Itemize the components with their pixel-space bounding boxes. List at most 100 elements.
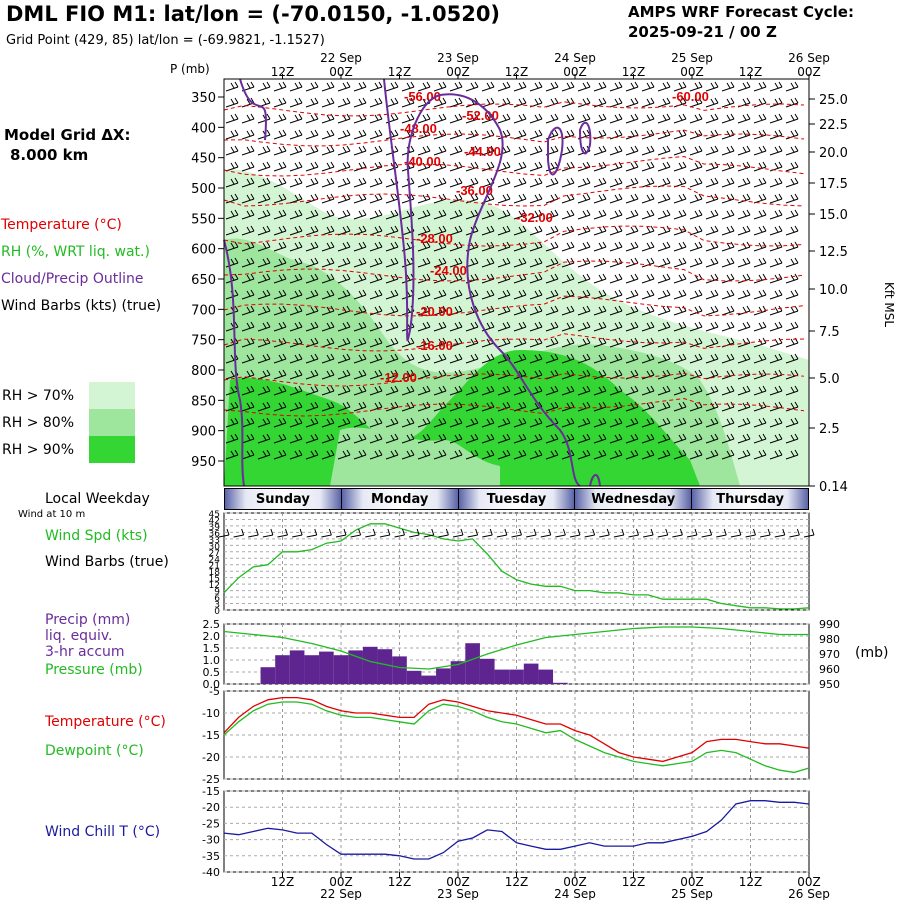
precip-bar: [479, 658, 495, 684]
surface-wind-barb: [365, 528, 376, 538]
wind-barb: [625, 113, 639, 124]
wind-barb: [625, 145, 639, 156]
wind-barb: [625, 321, 639, 332]
height-tick-label: 25.0: [819, 93, 848, 108]
wind-barb: [625, 385, 639, 396]
wind-barb: [385, 241, 399, 252]
wind-speed-tick-label: 12: [209, 581, 220, 591]
wind-barb: [689, 97, 703, 108]
wind-barb: [545, 353, 559, 364]
precip-bar: [275, 655, 290, 684]
wind-barb: [433, 305, 447, 316]
wind-barb: [545, 433, 559, 444]
wind-barb: [785, 321, 799, 332]
wind-barb: [689, 257, 703, 268]
windchill-tick-label: -15: [202, 785, 220, 798]
wind-barb: [353, 321, 367, 332]
wind-barb: [625, 161, 639, 172]
surface-wind-barb: [306, 528, 318, 538]
wind-barb: [641, 241, 655, 252]
wind-barb: [609, 145, 623, 156]
wind-barb: [609, 385, 623, 396]
wind-barb: [513, 401, 527, 412]
wind-barb: [705, 449, 719, 460]
legend-rh90-label: RH > 90%: [2, 442, 75, 458]
wind-barb: [753, 97, 767, 108]
wind-barb: [257, 449, 271, 460]
surface-wind-barb: [526, 528, 537, 538]
wind-barb: [257, 113, 271, 124]
wind-barb: [609, 321, 623, 332]
wind-barb: [609, 417, 623, 428]
temp-tick-label: -20: [202, 751, 220, 764]
wind-barb: [417, 353, 431, 364]
wind-barb: [737, 241, 751, 252]
top-hour-label: 00Z: [329, 65, 353, 79]
wind-barb: [705, 417, 719, 428]
wind-barb: [529, 305, 543, 316]
precip-bar: [509, 669, 524, 684]
wind-barb: [737, 385, 751, 396]
wind-barb: [305, 161, 319, 172]
wind-barb: [593, 385, 607, 396]
surface-wind-barb: [423, 528, 435, 538]
wind-barb: [657, 433, 671, 444]
wind-barb: [625, 97, 639, 108]
wind-speed-tick-label: 15: [209, 575, 220, 585]
precip-bar: [392, 656, 407, 684]
wind-barb: [305, 273, 319, 284]
wind-barb: [737, 353, 751, 364]
wind-barb: [577, 289, 591, 300]
wind-barb: [385, 257, 399, 268]
temp-tick-label: -10: [202, 707, 220, 720]
wind-barb: [705, 385, 719, 396]
wind-barb: [337, 401, 351, 412]
wind-barb: [657, 417, 671, 428]
wind-barb: [609, 305, 623, 316]
wind-barb: [305, 241, 319, 252]
precip-bar: [465, 643, 480, 684]
wind-barb: [657, 385, 671, 396]
wind-barb: [289, 433, 303, 444]
wind-barb: [769, 97, 783, 108]
wind-speed-tick-label: 33: [209, 536, 220, 546]
surface-wind-barb: [262, 528, 274, 538]
wind-barb: [593, 113, 607, 124]
wind-barb: [257, 129, 271, 140]
surface-wind-barb: [760, 528, 771, 538]
wind-barb: [577, 113, 591, 124]
wind-barb: [785, 113, 799, 124]
wind-barb: [561, 161, 575, 172]
wind-barb: [369, 193, 383, 204]
wind-barb: [785, 353, 799, 364]
wind-barb: [561, 81, 575, 92]
wind-barb: [449, 193, 463, 204]
wind-barb: [529, 369, 543, 380]
wind-barb: [337, 193, 351, 204]
legend-temperature: Temperature (°C): [1, 217, 122, 233]
precip-label-3: 3-hr accum: [45, 644, 125, 660]
wind-barb: [225, 401, 239, 412]
wind-barb: [625, 417, 639, 428]
precip-bar: [377, 649, 393, 684]
wind-barb: [641, 433, 655, 444]
wind-barb: [241, 449, 255, 460]
wind-barb: [625, 305, 639, 316]
bottom-hour-label: 00Z: [563, 875, 587, 889]
wind-barb: [273, 145, 287, 156]
wind-barb: [721, 177, 735, 188]
local-weekday-label: Local Weekday: [45, 491, 150, 507]
wind-barb: [465, 113, 479, 124]
wind-barb: [497, 289, 511, 300]
wind-barb: [481, 385, 495, 396]
wind-barb: [641, 449, 655, 460]
wind-barb: [545, 337, 559, 348]
wind-barb: [433, 225, 447, 236]
surface-wind-barb: [218, 528, 230, 538]
wind-barb: [337, 305, 351, 316]
surface-wind-barb: [321, 528, 332, 538]
height-tick-label: 22.5: [819, 118, 848, 133]
wind-speed-tick-label: 6: [214, 594, 220, 604]
temperature-contour: [223, 185, 805, 207]
wind-barb: [417, 145, 431, 156]
